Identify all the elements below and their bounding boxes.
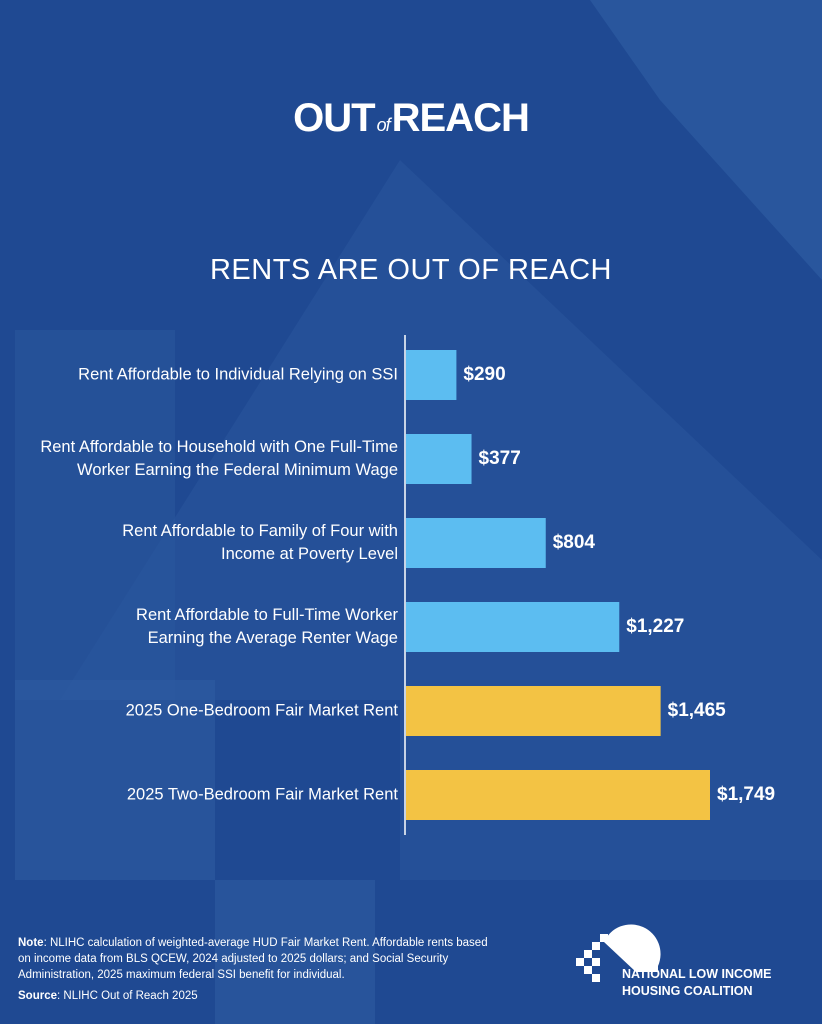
value-label: $1,227 — [626, 616, 685, 637]
category-label-line: 2025 One-Bedroom Fair Market Rent — [125, 701, 398, 720]
value-label: $377 — [478, 448, 521, 469]
org-name-line1: NATIONAL LOW INCOME — [622, 967, 772, 981]
category-label-line: Earning the Average Renter Wage — [147, 629, 398, 647]
bar — [406, 770, 710, 820]
value-label: $1,465 — [667, 700, 726, 721]
value-label: $290 — [463, 364, 506, 385]
bar — [406, 602, 620, 652]
org-name-line2: HOUSING COALITION — [622, 984, 753, 998]
note-text: : NLIHC calculation of weighted-average … — [18, 937, 488, 981]
note-label: Note — [18, 937, 44, 949]
bar — [406, 350, 457, 400]
bar — [406, 518, 546, 568]
category-label: Rent Affordable to Full-Time Worker Earni… — [136, 604, 398, 650]
source: Source: NLIHC Out of Reach 2025 — [18, 990, 198, 1002]
logo-of: of — [376, 115, 391, 135]
category-label: 2025 Two-Bedroom Fair Market Rent — [127, 784, 398, 807]
category-label-line: Worker Earning the Federal Minimum Wage — [77, 461, 398, 479]
category-label-line: Rent Affordable to Individual Relying on… — [78, 365, 398, 384]
category-label-line: Rent Affordable to Full-Time Worker — [136, 606, 398, 624]
category-label: Rent Affordable to Family of Four with In… — [122, 520, 398, 566]
chart-title: RENTS ARE OUT OF REACH — [209, 254, 613, 286]
logo-reach: REACH — [391, 96, 530, 140]
bar — [406, 686, 661, 736]
note: Note: NLIHC calculation of weighted-aver… — [18, 935, 488, 983]
value-label: $804 — [552, 532, 596, 553]
category-label-line: Rent Affordable to Family of Four with — [122, 522, 398, 540]
category-label-line: 2025 Two-Bedroom Fair Market Rent — [126, 785, 398, 804]
value-label: $1,749 — [717, 784, 776, 805]
bar — [406, 434, 472, 484]
org-name: NATIONAL LOW INCOME HOUSING COALITION — [622, 966, 772, 1000]
category-label: 2025 One-Bedroom Fair Market Rent — [126, 700, 398, 723]
category-label-line: Rent Affordable to Household with One Fu… — [40, 438, 398, 456]
nlihc-house-icon — [576, 924, 661, 982]
category-label-line: Income at Poverty Level — [220, 545, 398, 563]
source-text: : NLIHC Out of Reach 2025 — [57, 990, 198, 1002]
category-label: Rent Affordable to Individual Relying on… — [78, 364, 398, 387]
out-of-reach-logo: OUT ofREACH — [0, 96, 822, 141]
source-label: Source — [18, 990, 57, 1002]
logo-out: OUT — [293, 96, 375, 140]
category-label: Rent Affordable to Household with One Fu… — [40, 436, 398, 482]
